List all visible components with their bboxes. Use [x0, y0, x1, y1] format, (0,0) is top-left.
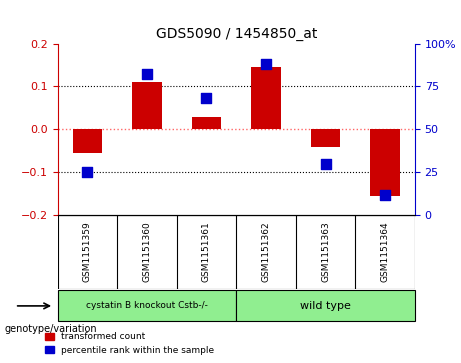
- Text: GSM1151360: GSM1151360: [142, 221, 152, 282]
- Bar: [236, 290, 415, 321]
- Bar: [370, 129, 400, 196]
- Bar: [251, 67, 281, 129]
- Bar: [311, 129, 341, 147]
- Legend: transformed count, percentile rank within the sample: transformed count, percentile rank withi…: [41, 329, 218, 359]
- Point: [203, 95, 210, 101]
- Text: GSM1151363: GSM1151363: [321, 221, 330, 282]
- Bar: [192, 117, 221, 129]
- Text: GSM1151359: GSM1151359: [83, 221, 92, 282]
- Point: [322, 161, 329, 167]
- Text: GSM1151362: GSM1151362: [261, 222, 271, 282]
- Bar: [132, 82, 162, 129]
- Text: GSM1151364: GSM1151364: [381, 222, 390, 282]
- Bar: [72, 129, 102, 153]
- Text: GSM1151361: GSM1151361: [202, 221, 211, 282]
- Text: genotype/variation: genotype/variation: [5, 323, 97, 334]
- Title: GDS5090 / 1454850_at: GDS5090 / 1454850_at: [155, 27, 317, 41]
- Point: [84, 170, 91, 175]
- Point: [143, 72, 151, 77]
- Bar: [58, 290, 236, 321]
- Point: [262, 61, 270, 67]
- Text: cystatin B knockout Cstb-/-: cystatin B knockout Cstb-/-: [86, 301, 208, 310]
- Text: wild type: wild type: [300, 301, 351, 311]
- Point: [381, 192, 389, 197]
